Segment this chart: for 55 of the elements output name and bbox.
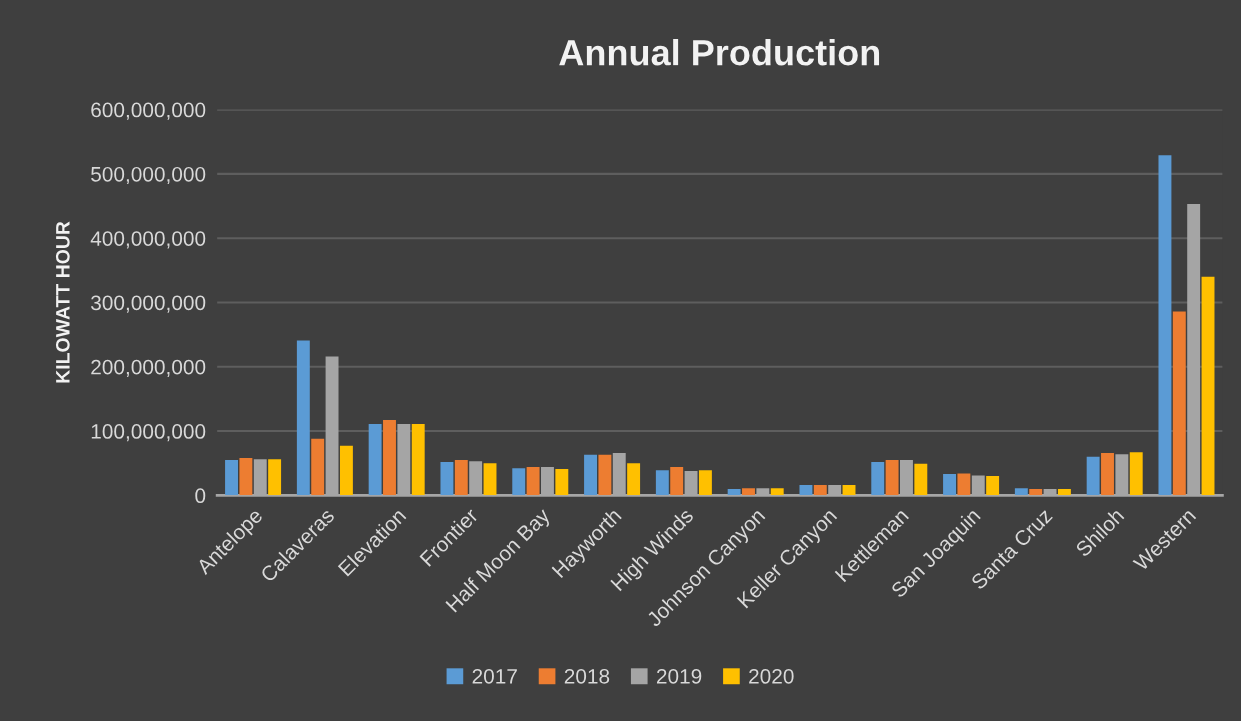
- bar: [742, 488, 755, 496]
- bar: [555, 468, 569, 496]
- bar: [698, 470, 712, 496]
- y-tick-label: 0: [195, 488, 206, 504]
- bar: [584, 454, 597, 496]
- bar: [440, 461, 454, 496]
- bar: [842, 485, 856, 496]
- bar: [1201, 276, 1215, 496]
- bar: [1158, 155, 1172, 496]
- bar: [383, 420, 396, 496]
- legend-label: 2019: [656, 668, 702, 684]
- bar: [483, 463, 497, 496]
- bar: [655, 470, 669, 496]
- bar: [885, 459, 899, 496]
- chart-title: Annual Production: [559, 38, 880, 66]
- bar: [943, 474, 956, 496]
- legend-label: 2017: [472, 668, 517, 684]
- bar: [512, 468, 526, 496]
- bar: [799, 485, 813, 496]
- bar: [871, 461, 885, 496]
- bar: [268, 459, 282, 496]
- bar: [770, 488, 784, 496]
- legend-label: 2020: [749, 668, 794, 684]
- bar: [526, 467, 540, 496]
- bar: [1129, 452, 1143, 496]
- y-tick-label: 400,000,000: [90, 231, 206, 249]
- bar: [225, 459, 238, 496]
- bar: [411, 423, 425, 496]
- bar: [957, 473, 971, 496]
- bar: [986, 476, 1000, 496]
- y-tick-label: 200,000,000: [91, 359, 206, 377]
- bar: [339, 445, 353, 496]
- bar: [598, 454, 612, 496]
- bar: [1172, 311, 1186, 496]
- bar: [311, 438, 325, 496]
- bar: [239, 458, 253, 496]
- y-tick-label: 500,000,000: [91, 166, 206, 185]
- bar: [1101, 452, 1114, 496]
- y-tick-label: 600,000,000: [91, 102, 206, 120]
- bar: [1029, 488, 1043, 496]
- bar: [727, 488, 741, 496]
- bar: [670, 467, 684, 496]
- bar: [454, 459, 468, 496]
- y-tick-label: 300,000,000: [91, 295, 206, 313]
- legend-label: 2018: [564, 668, 610, 684]
- bar: [914, 463, 928, 496]
- bar: [813, 485, 827, 496]
- bar: [368, 423, 382, 496]
- bar: [1057, 488, 1071, 496]
- y-axis-title: KILOWATT HOUR: [55, 221, 70, 383]
- bar: [1086, 456, 1100, 496]
- bar: [296, 340, 310, 496]
- bar: [1014, 488, 1028, 496]
- bar: [627, 463, 641, 496]
- y-tick-label: 100,000,000: [91, 424, 206, 442]
